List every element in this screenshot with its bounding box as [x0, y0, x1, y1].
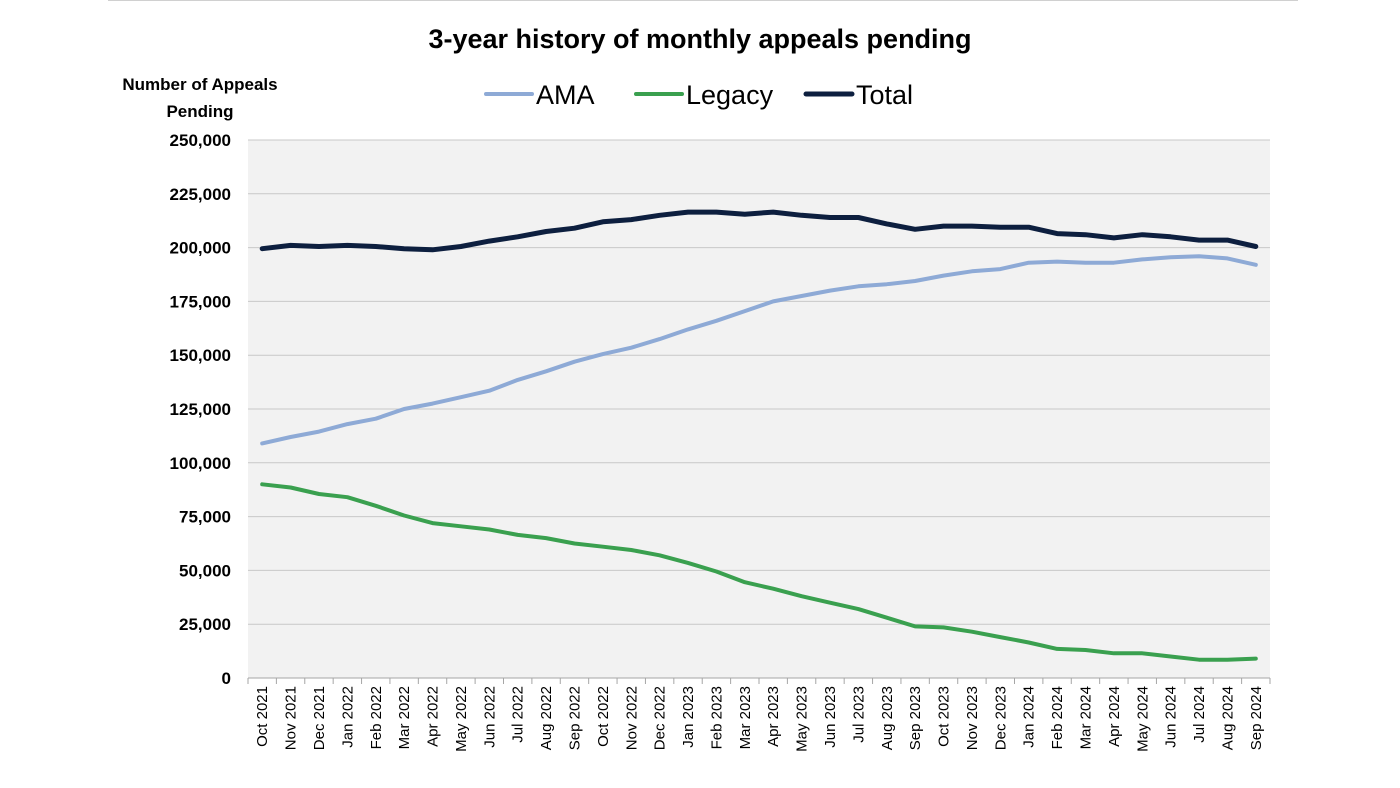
x-tick-label: Jun 2023 [822, 686, 839, 748]
x-tick-label: Aug 2022 [538, 686, 555, 750]
top-border-line [108, 0, 1298, 1]
x-tick-label: Dec 2022 [652, 686, 669, 750]
legend-label-legacy: Legacy [686, 80, 774, 110]
x-tick-label: May 2024 [1134, 686, 1151, 752]
x-tick-label: Oct 2021 [254, 686, 271, 747]
y-tick-label: 200,000 [170, 239, 231, 258]
x-tick-label: Sep 2023 [907, 686, 924, 750]
x-axis-ticks: Oct 2021 Nov 2021 Dec 2021 Jan 2022 Feb 2022… [247, 677, 1271, 752]
y-tick-label: 0 [222, 669, 231, 688]
x-tick-label: Feb 2023 [708, 686, 725, 749]
x-tick-label: Jul 2023 [850, 686, 867, 743]
x-tick-label: Aug 2024 [1219, 686, 1236, 750]
y-tick-label: 75,000 [179, 508, 231, 527]
x-tick-label: Sep 2024 [1248, 686, 1265, 750]
x-tick-label: Mar 2024 [1077, 686, 1094, 749]
x-tick-label: Jun 2024 [1163, 686, 1180, 748]
x-tick-label: Dec 2021 [311, 686, 328, 750]
legend-label-ama: AMA [536, 80, 595, 110]
series-line-ama [260, 254, 1258, 446]
y-tick-label: 25,000 [179, 615, 231, 634]
x-tick-label: May 2023 [794, 686, 811, 752]
series-line-total [259, 209, 1259, 253]
x-tick-label: Jan 2024 [1021, 686, 1038, 748]
x-tick-label: Jul 2024 [1191, 686, 1208, 743]
x-tick-label: Jan 2022 [339, 686, 356, 748]
series-lines [259, 209, 1259, 662]
x-tick-label: Nov 2022 [623, 686, 640, 750]
x-tick-label: May 2022 [453, 686, 470, 752]
y-tick-label: 125,000 [170, 400, 231, 419]
x-tick-label: Nov 2023 [964, 686, 981, 750]
y-axis-ticks: 0 25,000 50,000 75,000 100,000 125,000 150,000… [170, 131, 231, 688]
x-tick-label: Oct 2022 [595, 686, 612, 747]
x-tick-label: Nov 2021 [283, 686, 300, 750]
x-tick-label: Apr 2024 [1106, 686, 1123, 747]
x-tick-label: Jun 2022 [481, 686, 498, 748]
series-line-legacy [260, 482, 1258, 662]
y-tick-label: 175,000 [170, 292, 231, 311]
x-tick-label: Feb 2022 [368, 686, 385, 749]
chart-title: 3-year history of monthly appeals pendin… [428, 24, 971, 54]
y-axis-label-line-2: Pending [166, 102, 233, 121]
x-tick-label: Sep 2022 [566, 686, 583, 750]
x-tick-label: Oct 2023 [936, 686, 953, 747]
x-tick-label: Jul 2022 [510, 686, 527, 743]
legend: AMA Legacy Total [484, 80, 913, 110]
y-tick-label: 225,000 [170, 185, 231, 204]
y-tick-label: 100,000 [170, 454, 231, 473]
gridlines [248, 139, 1270, 679]
y-tick-label: 150,000 [170, 346, 231, 365]
x-tick-label: Dec 2023 [992, 686, 1009, 750]
y-tick-label: 50,000 [179, 561, 231, 580]
x-tick-label: Jan 2023 [680, 686, 697, 748]
legend-label-total: Total [856, 80, 913, 110]
x-tick-label: Feb 2024 [1049, 686, 1066, 749]
x-tick-label: Mar 2022 [396, 686, 413, 749]
x-tick-label: Apr 2023 [765, 686, 782, 747]
y-tick-label: 250,000 [170, 131, 231, 150]
y-axis-label-line-1: Number of Appeals [122, 75, 277, 94]
x-tick-label: Mar 2023 [737, 686, 754, 749]
x-tick-label: Apr 2022 [425, 686, 442, 747]
x-tick-label: Aug 2023 [879, 686, 896, 750]
